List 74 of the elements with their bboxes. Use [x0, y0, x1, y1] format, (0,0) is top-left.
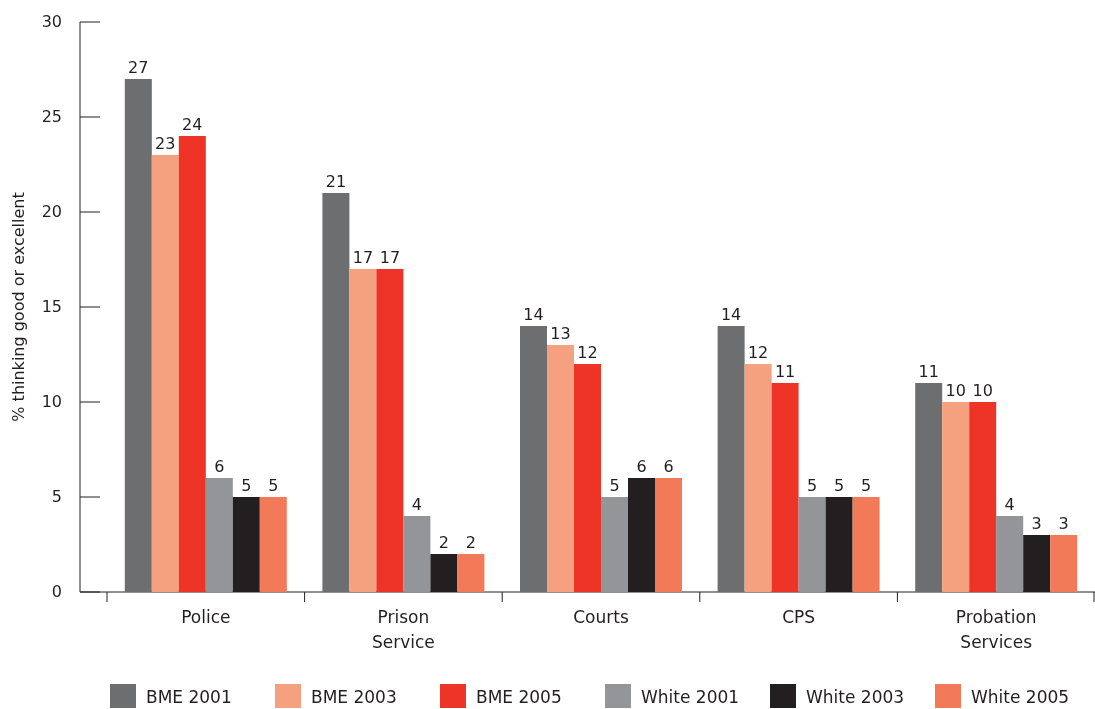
y-tick-label: 30: [41, 12, 62, 31]
data-label: 6: [636, 457, 647, 476]
data-label: 3: [1058, 514, 1069, 533]
data-label: 5: [241, 476, 252, 495]
bar: [942, 402, 970, 592]
bar: [1050, 535, 1078, 592]
legend-label: White 2001: [641, 687, 740, 707]
y-tick-label: 20: [41, 202, 62, 221]
bar: [403, 516, 431, 592]
data-label: 24: [182, 115, 203, 134]
x-tick-label: Prison Service: [371, 607, 435, 652]
y-tick-label: 0: [51, 582, 62, 601]
data-label: 14: [720, 305, 742, 324]
y-tick-label: 10: [41, 392, 62, 411]
data-label: 27: [128, 58, 149, 77]
data-label: 11: [918, 362, 939, 381]
data-label: 12: [747, 343, 769, 362]
data-label: 2: [465, 533, 476, 552]
legend-label: White 2003: [806, 687, 905, 707]
data-label: 21: [325, 172, 347, 191]
y-tick-label: 15: [41, 297, 62, 316]
bar: [798, 497, 826, 592]
bar: [655, 478, 682, 592]
bar: [547, 345, 574, 592]
data-label: 4: [411, 495, 422, 514]
bar: [376, 269, 404, 592]
bar: [574, 364, 601, 592]
bar: [520, 326, 547, 592]
data-label: 17: [379, 248, 401, 267]
bar: [852, 497, 880, 592]
bar: [322, 193, 350, 592]
data-label: 10: [972, 381, 993, 400]
bar: [717, 326, 745, 592]
legend-label: BME 2003: [311, 687, 397, 707]
data-label: 5: [807, 476, 818, 495]
bar: [178, 136, 206, 592]
bar: [969, 402, 997, 592]
data-label: 5: [268, 476, 279, 495]
x-tick-label: CPS: [782, 607, 816, 627]
data-label: 2: [438, 533, 449, 552]
data-label: 4: [1004, 495, 1015, 514]
data-label: 11: [774, 362, 796, 381]
bar: [259, 497, 287, 592]
data-label: 14: [523, 305, 544, 324]
data-label: 10: [945, 381, 966, 400]
bar: [205, 478, 233, 592]
y-tick-label: 25: [41, 107, 62, 126]
data-label: 12: [577, 343, 598, 362]
bar: [601, 497, 628, 592]
bar: [124, 79, 152, 592]
bar: [349, 269, 377, 592]
bar: [744, 364, 772, 592]
data-label: 23: [155, 134, 176, 153]
bar: [996, 516, 1024, 592]
y-tick-label: 5: [51, 487, 62, 506]
bar: [151, 155, 179, 592]
x-tick-label: Courts: [573, 607, 629, 627]
legend-label: BME 2005: [476, 687, 562, 707]
legend-label: BME 2001: [146, 687, 232, 707]
bar: [915, 383, 943, 592]
data-label: 5: [834, 476, 845, 495]
y-axis-title: % thinking good or excellent: [9, 192, 28, 422]
x-tick-label: Probation Services: [955, 607, 1037, 652]
legend-label: White 2005: [971, 687, 1070, 707]
data-label: 5: [861, 476, 872, 495]
bar: [457, 554, 485, 592]
x-tick-label: Police: [181, 607, 231, 627]
data-label: 5: [609, 476, 620, 495]
data-label: 13: [550, 324, 571, 343]
data-label: 3: [1031, 514, 1042, 533]
data-label: 6: [214, 457, 225, 476]
bar: [771, 383, 799, 592]
data-label: 6: [663, 457, 674, 476]
data-label: 17: [352, 248, 374, 267]
